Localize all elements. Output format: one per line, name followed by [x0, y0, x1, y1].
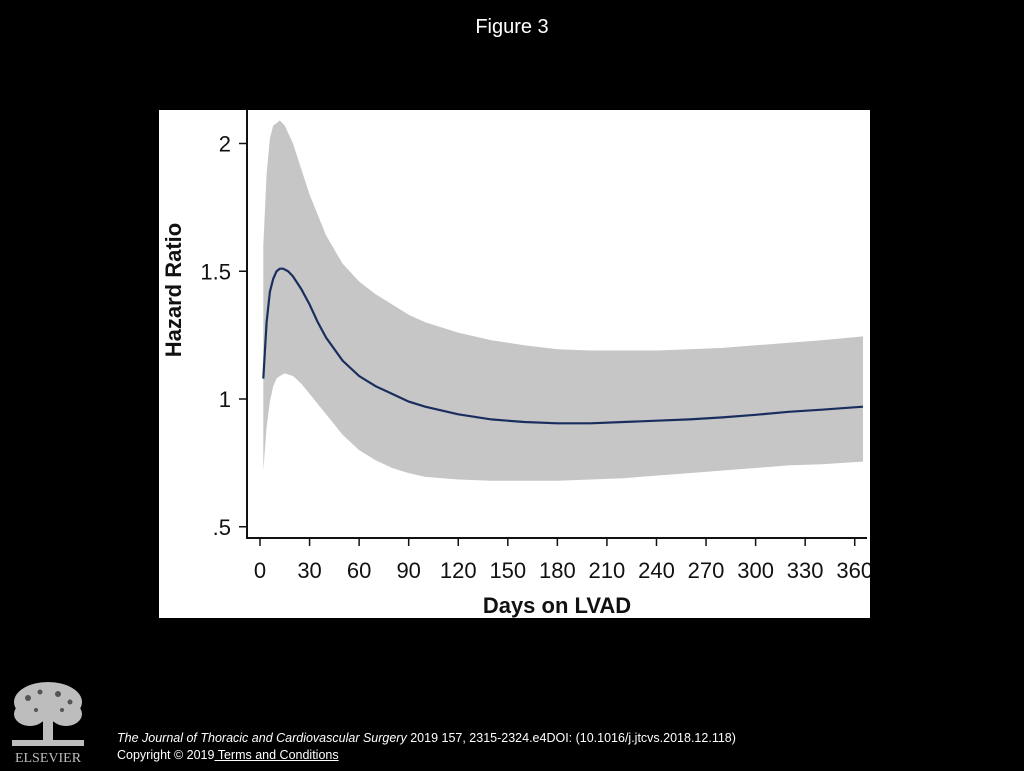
x-tick-label: 360 — [836, 558, 870, 583]
y-tick-label: 1.5 — [200, 259, 231, 284]
elsevier-tree-icon: ELSEVIER — [8, 680, 88, 766]
y-axis-ticks: .5 1 1.5 2 — [200, 132, 247, 540]
citation-details: 2019 157, 2315-2324.e4DOI: (10.1016/j.jt… — [406, 731, 736, 745]
y-tick-label: 2 — [219, 132, 231, 157]
x-tick-label: 90 — [396, 558, 420, 583]
hazard-ratio-line — [262, 267, 864, 425]
copyright-text: Copyright © 2019 — [117, 748, 215, 762]
x-tick-label: 300 — [737, 558, 774, 583]
logo-wordmark: ELSEVIER — [15, 751, 82, 766]
hazard-ratio-chart: .5 1 1.5 2 0 30 60 90 120 150 180 210 240 270 300 330 3… — [159, 110, 870, 618]
confidence-band — [263, 120, 863, 481]
x-tick-label: 60 — [347, 558, 371, 583]
terms-and-conditions-link[interactable]: Terms and Conditions — [214, 748, 339, 762]
x-tick-label: 120 — [440, 558, 477, 583]
y-axis-title: Hazard Ratio — [161, 223, 186, 357]
x-tick-label: 150 — [489, 558, 526, 583]
y-tick-label: .5 — [213, 515, 231, 540]
x-tick-label: 240 — [638, 558, 675, 583]
x-axis-title: Days on LVAD — [483, 593, 631, 618]
x-tick-label: 210 — [589, 558, 626, 583]
footer-copyright: Copyright © 2019 Terms and Conditions — [117, 748, 339, 762]
elsevier-logo: ELSEVIER — [8, 680, 88, 766]
x-tick-label: 180 — [539, 558, 576, 583]
x-tick-label: 270 — [688, 558, 725, 583]
x-tick-label: 30 — [297, 558, 321, 583]
slide-title: Figure 3 — [475, 16, 549, 38]
x-tick-label: 330 — [787, 558, 824, 583]
y-tick-label: 1 — [219, 387, 231, 412]
footer-citation: The Journal of Thoracic and Cardiovascul… — [117, 731, 736, 745]
x-tick-label: 0 — [254, 558, 266, 583]
x-axis-ticks: 0 30 60 90 120 150 180 210 240 270 300 330 360 — [254, 538, 870, 583]
chart-canvas: .5 1 1.5 2 0 30 60 90 120 150 180 210 240 270 300 330 3… — [161, 110, 870, 618]
journal-name: The Journal of Thoracic and Cardiovascul… — [117, 731, 407, 745]
